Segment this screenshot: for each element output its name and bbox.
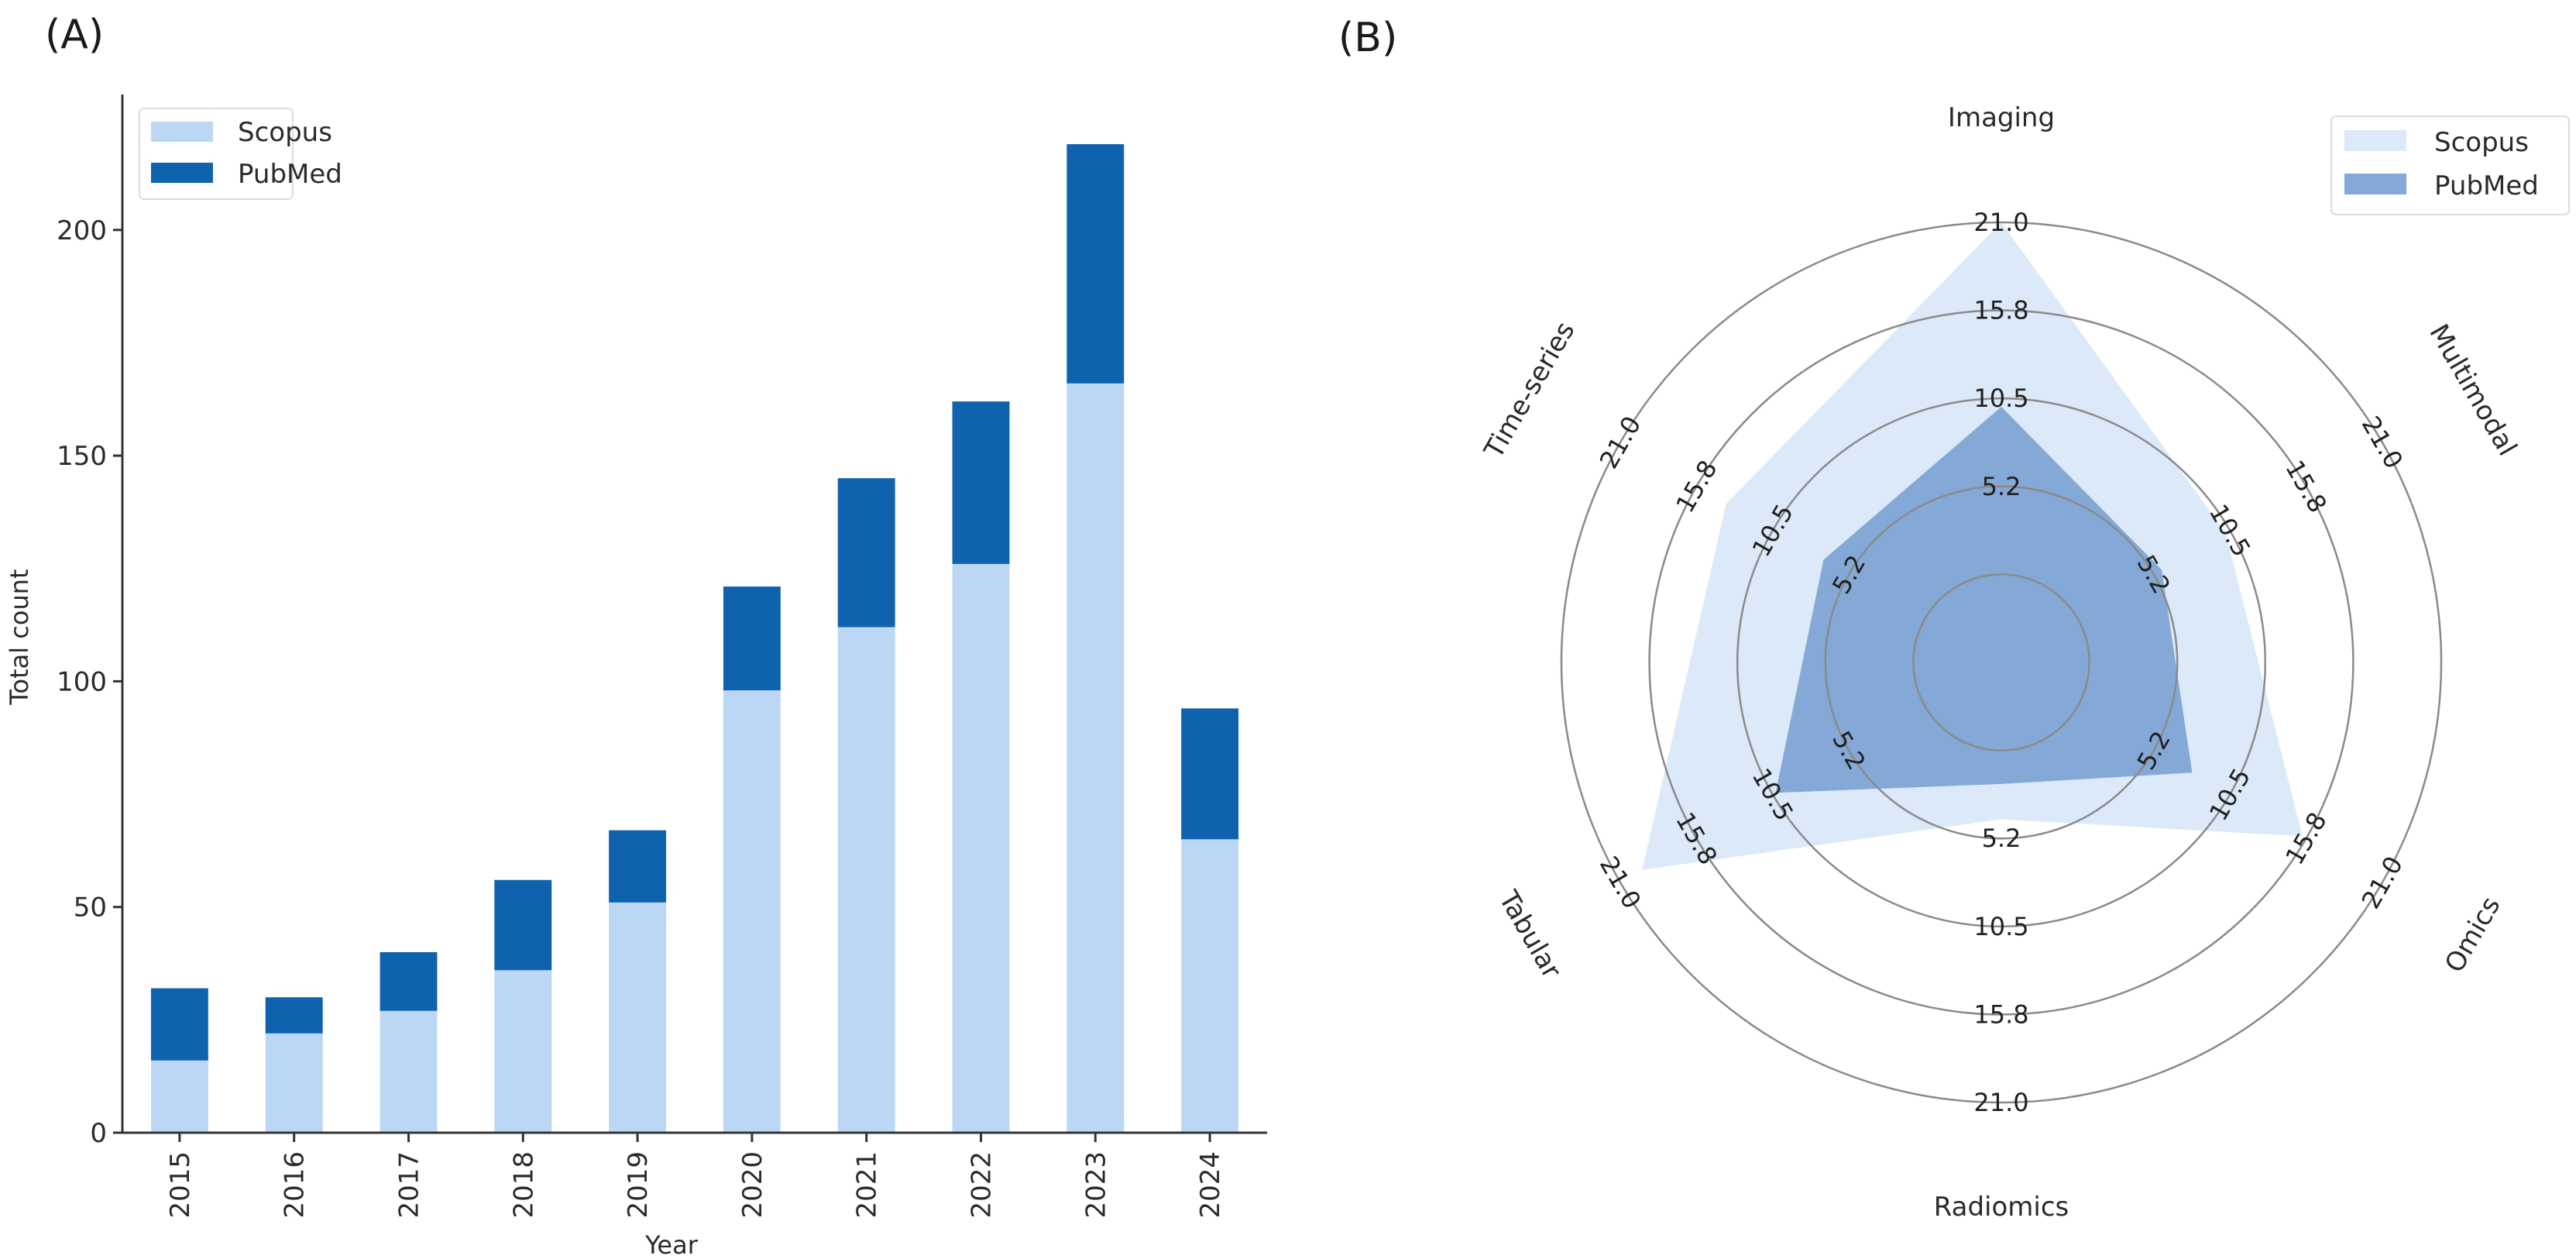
radar-ring-label: 15.8 [1670, 455, 1723, 518]
bar-scopus-2020 [723, 690, 781, 1133]
bar-legend: Scopus PubMed [139, 108, 342, 200]
x-tick-label: 2017 [394, 1151, 425, 1219]
x-tick-label: 2023 [1080, 1151, 1111, 1219]
x-tick-label: 2021 [852, 1151, 883, 1219]
radar-ring-label: 21.0 [1973, 208, 2028, 237]
bar-scopus-2024 [1181, 839, 1239, 1133]
radar-ring-label: 21.0 [2356, 411, 2409, 474]
radar-axis-label-multimodal: Multimodal [2423, 319, 2523, 462]
legend-label-pubmed: PubMed [2434, 170, 2539, 201]
radar-ring-label: 15.8 [1973, 296, 2028, 325]
bar-scopus-2022 [952, 563, 1010, 1133]
x-axis-title: Year [644, 1230, 699, 1259]
radar-ring-label: 5.2 [1982, 824, 2021, 853]
bar-pubmed-2016 [265, 997, 323, 1034]
legend-label-scopus: Scopus [2434, 127, 2529, 158]
bar-scopus-2021 [837, 627, 895, 1133]
panel-a-label: (A) [45, 12, 104, 58]
x-tick-label: 2022 [967, 1151, 998, 1219]
bar-pubmed-2024 [1181, 708, 1239, 840]
radar-area-pubmed [1775, 407, 2193, 793]
x-axis-ticks: 2015 2016 2017 2018 2019 2020 2021 2022 2023 2024 [165, 1133, 1226, 1219]
x-tick-label: 2024 [1195, 1151, 1226, 1219]
y-axis-title: Total count [5, 569, 34, 705]
radar-ring-label: 15.8 [2279, 455, 2333, 518]
bar-scopus-2018 [494, 970, 552, 1133]
panel-b-label: (B) [1338, 15, 1397, 61]
bar-pubmed-2020 [723, 587, 781, 691]
radar-ring-label: 21.0 [1973, 1088, 2028, 1117]
y-tick-label: 100 [57, 666, 107, 697]
radar-axis-label-time-series: Time-series [1478, 317, 1581, 465]
radar-ring-label: 21.0 [1594, 411, 1647, 474]
x-tick-label: 2018 [508, 1151, 539, 1219]
radar-ring-label: 15.8 [1973, 999, 2028, 1029]
x-tick-label: 2019 [623, 1151, 654, 1219]
radar-rings [1560, 221, 2443, 1104]
x-tick-label: 2020 [737, 1151, 768, 1219]
legend-swatch-scopus [2344, 130, 2406, 151]
legend-label-pubmed: PubMed [238, 159, 342, 190]
legend-swatch-pubmed [2344, 174, 2406, 194]
radar-chart: 5.210.515.821.05.210.515.821.05.210.515.… [1478, 102, 2570, 1223]
radar-ring-label: 21.0 [2356, 851, 2409, 914]
y-tick-label: 0 [90, 1118, 107, 1149]
y-tick-label: 200 [57, 215, 107, 246]
radar-ring [1648, 309, 2354, 1016]
legend-label-scopus: Scopus [238, 117, 332, 148]
bar-scopus-2016 [265, 1033, 323, 1133]
bar-pubmed-2021 [837, 478, 895, 628]
legend-swatch-pubmed [151, 163, 213, 183]
x-tick-label: 2015 [165, 1151, 196, 1219]
radar-ring-label: 21.0 [1594, 851, 1647, 914]
bar-scopus-2017 [380, 1010, 438, 1133]
bar-pubmed-2019 [609, 830, 667, 903]
x-tick-label: 2016 [280, 1151, 311, 1219]
radar-ring [1736, 397, 2267, 928]
bar-chart: 0 50 100 150 200 2015 2016 2017 2018 2019 2020 202… [5, 95, 1267, 1259]
bar-group [150, 144, 1239, 1133]
radar-ring-label: 5.2 [1982, 472, 2021, 501]
bar-scopus-2023 [1066, 383, 1125, 1133]
radar-axis-label-imaging: Imaging [1948, 102, 2055, 133]
radar-axis-label-radiomics: Radiomics [1934, 1192, 2069, 1223]
radar-ring [1912, 573, 2090, 752]
radar-ring-label: 10.5 [1973, 912, 2028, 941]
bar-pubmed-2022 [952, 401, 1010, 564]
bar-pubmed-2015 [150, 988, 208, 1061]
y-tick-label: 150 [57, 441, 107, 472]
bar-scopus-2015 [150, 1060, 208, 1133]
bar-pubmed-2023 [1066, 144, 1125, 384]
radar-ring [1824, 485, 2179, 840]
radar-areas [1642, 222, 2303, 870]
bar-scopus-2019 [609, 902, 667, 1133]
y-axis-ticks: 0 50 100 150 200 [57, 215, 122, 1149]
radar-ring-label: 10.5 [1973, 384, 2028, 413]
radar-legend: Scopus PubMed [2330, 115, 2570, 215]
y-tick-label: 50 [74, 893, 107, 924]
bar-pubmed-2018 [494, 879, 552, 971]
bar-pubmed-2017 [380, 951, 438, 1011]
radar-axis-label-omics: Omics [2439, 892, 2507, 979]
radar-ring [1560, 221, 2443, 1104]
legend-swatch-scopus [151, 122, 213, 142]
radar-axis-label-tabular: Tabular [1492, 885, 1568, 984]
